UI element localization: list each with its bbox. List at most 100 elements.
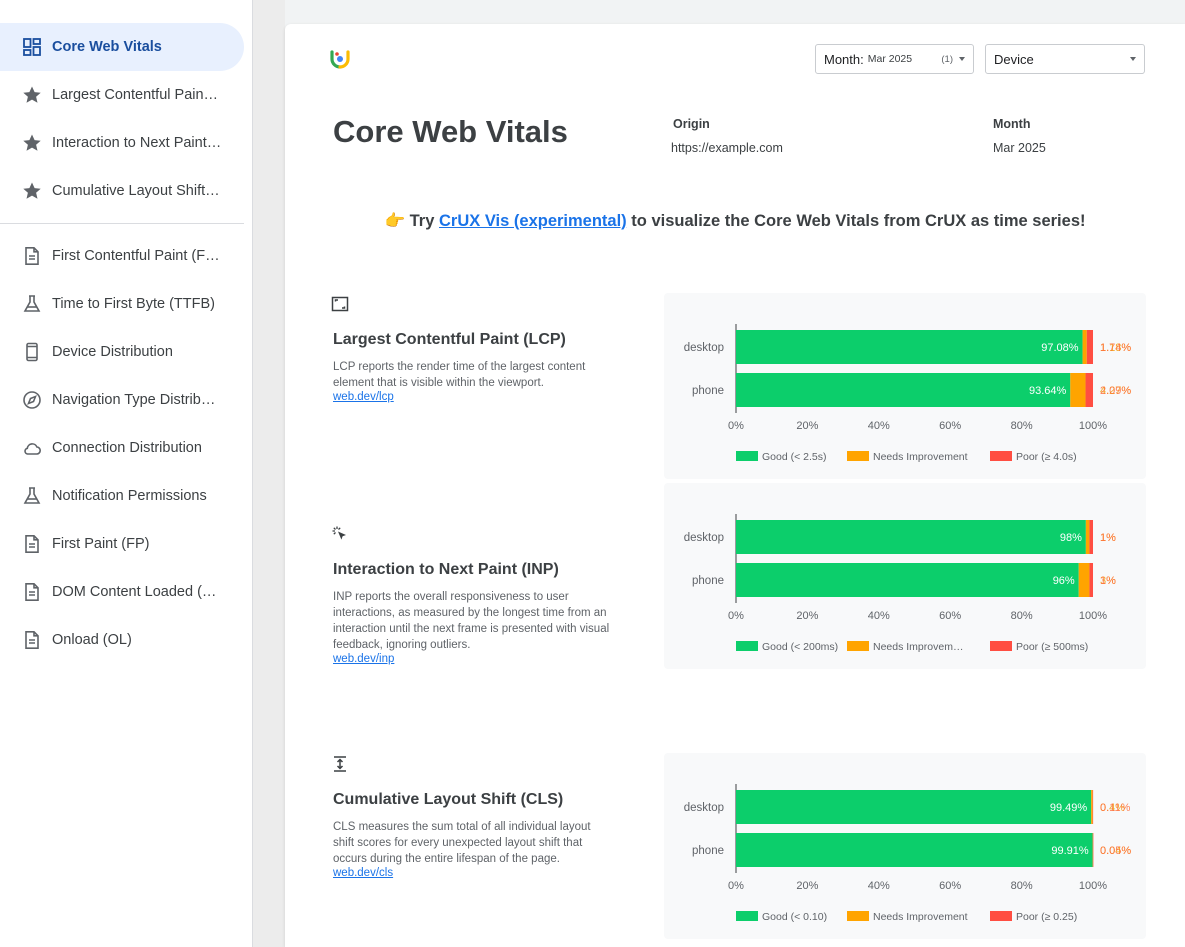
data-label-needs-improvement: 0.04% <box>1100 845 1131 857</box>
category-label: phone <box>692 845 724 857</box>
category-label: desktop <box>684 802 724 814</box>
data-label-good: 96% <box>1053 575 1075 587</box>
x-tick-label: 100% <box>1079 880 1107 892</box>
legend-label-poor: Poor (≥ 4.0s) <box>1016 451 1077 463</box>
x-tick-label: 100% <box>1079 420 1107 432</box>
data-label-poor: 0.05% <box>1100 845 1131 857</box>
sidebar-item-fcp[interactable]: First Contentful Paint (FCP) <box>0 232 244 280</box>
sidebar-divider <box>0 223 244 224</box>
bar-poor <box>1092 833 1094 867</box>
origin-label: Origin <box>673 117 710 131</box>
bar-needs-improvement <box>1078 563 1090 597</box>
crux-vis-link[interactable]: CrUX Vis (experimental) <box>439 212 627 230</box>
data-label-good: 98% <box>1060 532 1082 544</box>
data-label-good: 99.91% <box>1051 845 1089 857</box>
crux-vis-promo: 👉 Try CrUX Vis (experimental) to visuali… <box>285 212 1185 231</box>
origin-value: https://example.com <box>671 141 783 155</box>
dashboard-icon <box>22 37 42 57</box>
data-label-needs-improvement: 3% <box>1100 575 1116 587</box>
category-label: desktop <box>684 342 724 354</box>
legend-label-good: Good (< 2.5s) <box>762 451 827 463</box>
lcp-distribution-chart: desktop 97.08% 1.18% 1.74% phone 93.64% 4.27% 2… <box>664 293 1146 479</box>
inp-description: INP reports the overall responsiveness t… <box>333 591 610 651</box>
bar-poor <box>1089 563 1093 597</box>
report-panel: Month: Mar 2025 (1) Device Core Web Vita… <box>285 24 1185 947</box>
x-tick-label: 0% <box>728 420 744 432</box>
content-gutter <box>253 0 285 947</box>
lcp-link[interactable]: web.dev/lcp <box>333 391 394 403</box>
document-icon <box>22 246 42 266</box>
legend-swatch-good <box>736 911 758 921</box>
vertical-shift-icon <box>334 756 346 772</box>
stacked-bar-chart: desktop 97.08% 1.18%1.74%phone 93.64% 4.27%2… <box>684 324 1131 463</box>
data-label-good: 99.49% <box>1050 802 1088 814</box>
sidebar-item-notification-permissions[interactable]: Notification Permissions <box>0 472 244 520</box>
bar-poor <box>1089 520 1093 554</box>
data-label-good: 93.64% <box>1029 385 1067 397</box>
bar-poor <box>1085 373 1093 407</box>
sidebar-item-label: Onload (OL) <box>52 632 132 648</box>
legend-label-poor: Poor (≥ 0.25) <box>1016 911 1077 923</box>
pointing-hand-icon: 👉 <box>384 212 406 230</box>
legend-swatch-poor <box>990 451 1012 461</box>
device-filter-label: Device <box>994 51 1034 67</box>
bar-needs-improvement <box>1085 520 1090 554</box>
chevron-down-icon <box>959 57 965 61</box>
promo-prefix: Try <box>409 212 435 230</box>
legend-swatch-needs-improvement <box>847 911 869 921</box>
data-label-needs-improvement: 1% <box>1100 532 1116 544</box>
bar-good <box>736 790 1092 824</box>
data-label-poor: 1.74% <box>1100 342 1131 354</box>
sidebar: Core Web Vitals Largest Contentful Paint… <box>0 0 253 947</box>
category-label: desktop <box>684 532 724 544</box>
document-icon <box>22 534 42 554</box>
category-label: phone <box>692 385 724 397</box>
cursor-click-icon <box>332 526 346 540</box>
bar-needs-improvement <box>1091 790 1093 824</box>
sidebar-item-inp[interactable]: Interaction to Next Paint (INP) <box>0 119 244 167</box>
month-filter-label: Month: <box>824 51 864 67</box>
lcp-title: Largest Contentful Paint (LCP) <box>333 331 566 348</box>
bar-good <box>736 833 1093 867</box>
bar-needs-improvement <box>1070 373 1086 407</box>
x-tick-label: 80% <box>1011 880 1033 892</box>
sidebar-item-label: Largest Contentful Paint (LCP) <box>52 87 222 103</box>
sidebar-item-label: Connection Distribution <box>52 440 202 456</box>
x-tick-label: 0% <box>728 610 744 622</box>
looker-studio-logo-icon <box>330 50 350 69</box>
sidebar-item-label: DOM Content Loaded (DCL) <box>52 584 222 600</box>
month-filter-select[interactable]: Month: Mar 2025 (1) <box>815 44 974 74</box>
sidebar-item-lcp[interactable]: Largest Contentful Paint (LCP) <box>0 71 244 119</box>
sidebar-item-label: Interaction to Next Paint (INP) <box>52 135 222 151</box>
page-title: Core Web Vitals <box>333 114 568 149</box>
x-tick-label: 40% <box>868 610 890 622</box>
sidebar-item-ttfb[interactable]: Time to First Byte (TTFB) <box>0 280 244 328</box>
cls-link[interactable]: web.dev/cls <box>333 867 394 879</box>
bar-good <box>736 330 1083 364</box>
sidebar-item-core-web-vitals[interactable]: Core Web Vitals <box>0 23 244 71</box>
sidebar-item-cls[interactable]: Cumulative Layout Shift (CLS) <box>0 167 244 215</box>
sidebar-item-connection[interactable]: Connection Distribution <box>0 424 244 472</box>
legend-swatch-needs-improvement <box>847 641 869 651</box>
lcp-frame-icon <box>331 296 349 312</box>
data-label-poor: 1% <box>1100 532 1116 544</box>
x-tick-label: 100% <box>1079 610 1107 622</box>
sidebar-item-device-distribution[interactable]: Device Distribution <box>0 328 244 376</box>
data-label-poor: 1% <box>1100 575 1116 587</box>
x-tick-label: 0% <box>728 880 744 892</box>
phone-icon <box>22 342 42 362</box>
legend-label-poor: Poor (≥ 500ms) <box>1016 641 1088 653</box>
month-filter-value: Mar 2025 <box>867 53 913 65</box>
data-label-good: 97.08% <box>1041 342 1079 354</box>
sidebar-item-first-paint[interactable]: First Paint (FP) <box>0 520 244 568</box>
legend-swatch-good <box>736 451 758 461</box>
x-tick-label: 20% <box>796 420 818 432</box>
inp-distribution-chart: desktop 98% 1% 1% phone 96% 3% 1% 0% 20% 40% 60% 80%… <box>664 483 1146 669</box>
sidebar-item-dom-content-loaded[interactable]: DOM Content Loaded (DCL) <box>0 568 244 616</box>
lcp-description: LCP reports the render time of the large… <box>333 361 586 389</box>
sidebar-item-navigation-type[interactable]: Navigation Type Distribution <box>0 376 244 424</box>
inp-link[interactable]: web.dev/inp <box>333 653 395 665</box>
device-filter-select[interactable]: Device <box>985 44 1145 74</box>
sidebar-item-onload[interactable]: Onload (OL) <box>0 616 244 664</box>
flask-icon <box>22 294 42 314</box>
